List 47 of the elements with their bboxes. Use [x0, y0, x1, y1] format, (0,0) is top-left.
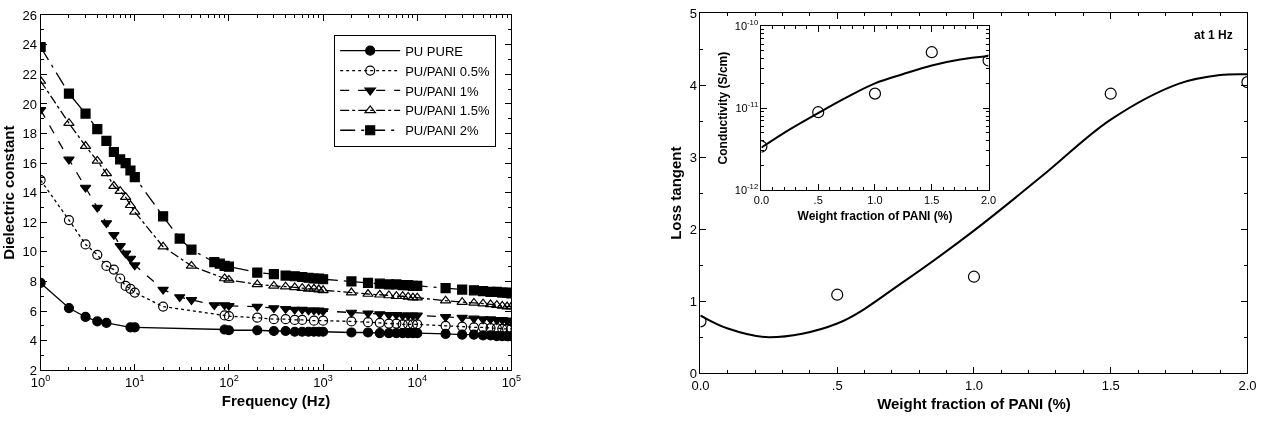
x-tick-label: 0.0 [753, 194, 770, 207]
x-tick-label: .5 [831, 377, 843, 393]
x-tick-label: 1.5 [924, 194, 940, 207]
annotation: at 1 Hz [1194, 28, 1233, 42]
x-tick-label: 2.0 [1238, 377, 1257, 393]
y-tick-label: 1 [689, 293, 697, 309]
y-tick-label: 4 [689, 77, 697, 93]
y-tick-label: 24 [22, 37, 38, 53]
y-tick-label: 8 [29, 274, 38, 289]
x-tick-label: 10$^{2}$ [219, 373, 239, 390]
x-tick-label: 2.0 [980, 194, 997, 207]
y-tick-label: 16 [22, 155, 38, 171]
x-tick-label: 1.5 [1101, 377, 1120, 393]
x-axis-title: Weight fraction of PANI (%) [797, 209, 953, 224]
legend-label: PU PURE [405, 43, 464, 59]
y-tick-label: 26 [22, 7, 38, 23]
legend-label: PU/PANI 0.5% [405, 63, 490, 79]
legend-label: PU/PANI 1% [405, 83, 480, 99]
x-tick-label: 10$^{5}$ [501, 373, 522, 390]
y-tick-label: 2 [29, 362, 38, 378]
y-tick-label: 14 [22, 185, 38, 201]
x-axis-title: Frequency (Hz) [221, 391, 331, 409]
legend-label: PU/PANI 1.5% [405, 103, 490, 119]
y-tick-label: 10 [22, 244, 38, 260]
y-tick-label: 3 [689, 149, 697, 165]
y-axis-title: Conductivity (S/cm) [716, 51, 731, 165]
legend-label: PU/PANI 2% [405, 123, 480, 139]
x-tick-label: .5 [813, 194, 823, 207]
y-tick-label: 5 [689, 5, 697, 21]
y-tick-label: 20 [22, 96, 38, 112]
y-tick-label: 10$^{-10}$ [734, 18, 759, 32]
y-tick-label: 10$^{-11}$ [735, 100, 759, 114]
y-tick-label: 22 [22, 66, 38, 82]
y-axis-title: Loss tangent [666, 146, 684, 240]
x-tick-label: 1.0 [867, 194, 883, 207]
y-tick-label: 6 [29, 303, 38, 319]
x-tick-label: 1.0 [964, 377, 983, 393]
x-tick-label: 10$^{3}$ [313, 373, 333, 390]
y-tick-label: 12 [22, 214, 38, 230]
x-axis-title: Weight fraction of PANI (%) [877, 394, 1071, 412]
y-tick-label: 18 [22, 126, 38, 142]
y-axis-title: Dielectric constant [0, 125, 17, 260]
y-tick-label: 4 [29, 333, 38, 349]
x-tick-label: 10$^{1}$ [125, 373, 145, 390]
x-tick-label: 10$^{4}$ [407, 373, 428, 390]
y-tick-label: 2 [689, 221, 697, 237]
y-tick-label: 10$^{-12}$ [734, 182, 759, 196]
